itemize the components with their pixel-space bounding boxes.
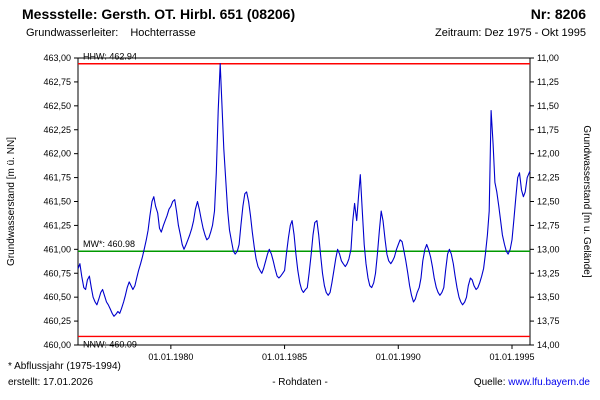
source: Quelle: www.lfu.bayern.de xyxy=(474,377,590,388)
y-tick-label-right: 13,50 xyxy=(537,292,560,302)
x-tick-label: 01.01.1980 xyxy=(148,352,193,362)
y-tick-label-left: 462,50 xyxy=(43,101,71,111)
y-tick-label-right: 11,50 xyxy=(537,101,559,111)
y-tick-label-left: 462,75 xyxy=(43,77,71,87)
reference-label-nnw: NNW: 460.09 xyxy=(83,339,137,349)
y-axis-title-left: Grundwasserstand [m ü. NN] xyxy=(6,137,17,266)
series-line xyxy=(77,63,531,317)
source-link[interactable]: www.lfu.bayern.de xyxy=(508,377,590,388)
y-tick-label-right: 12,25 xyxy=(537,173,560,183)
y-tick-label-left: 462,25 xyxy=(43,125,71,135)
y-tick-label-right: 11,00 xyxy=(537,53,559,63)
y-tick-label-right: 12,75 xyxy=(537,220,560,230)
y-tick-label-left: 460,50 xyxy=(43,292,71,302)
y-tick-label-right: 12,50 xyxy=(537,197,560,207)
hydrograph-chart: 463,00 11,00 462,75 11,25 462,50 11,50 462,25 1… xyxy=(6,52,592,362)
y-tick-label-right: 13,00 xyxy=(537,244,560,254)
rohdaten-label: - Rohdaten - xyxy=(272,377,328,388)
y-tick-label-left: 461,50 xyxy=(43,197,71,207)
page-title: Messstelle: Gersth. OT. Hirbl. 651 (0820… xyxy=(22,6,296,22)
y-axis-title-right: Grundwasserstand [m u. Gelände] xyxy=(581,125,592,278)
aquifer-info: Grundwasserleiter: Hochterrasse xyxy=(26,27,196,39)
y-tick-label-left: 462,00 xyxy=(43,149,71,159)
y-tick-label-right: 11,25 xyxy=(537,77,559,87)
y-tick-label-left: 461,75 xyxy=(43,173,71,183)
y-tick-label-left: 461,25 xyxy=(43,220,71,230)
x-tick-label: 01.01.1995 xyxy=(489,352,534,362)
y-tick-label-right: 11,75 xyxy=(537,125,559,135)
y-tick-label-right: 14,00 xyxy=(537,340,560,350)
reference-label-mw: MW*: 460.98 xyxy=(83,239,135,249)
station-number: Nr: 8206 xyxy=(530,6,586,22)
y-tick-label-left: 460,75 xyxy=(43,268,71,278)
x-tick-label: 01.01.1990 xyxy=(376,352,421,362)
period-label: Zeitraum: Dez 1975 - Okt 1995 xyxy=(434,27,586,39)
header: Messstelle: Gersth. OT. Hirbl. 651 (0820… xyxy=(22,6,586,22)
y-tick-label-right: 13,25 xyxy=(537,268,560,278)
created-date: erstellt: 17.01.2026 xyxy=(8,377,94,388)
y-tick-label-left: 461,00 xyxy=(43,244,71,254)
source-label: Quelle: xyxy=(473,377,506,388)
y-tick-label-left: 460,00 xyxy=(43,340,71,350)
plot-border xyxy=(77,57,531,346)
subheader: Grundwasserleiter: Hochterrasse Zeitraum… xyxy=(26,27,586,39)
y-tick-label-right: 13,75 xyxy=(537,316,560,326)
y-tick-label-right: 12,00 xyxy=(537,149,560,159)
y-tick-label-left: 460,25 xyxy=(43,316,71,326)
y-tick-label-left: 463,00 xyxy=(43,53,71,63)
x-tick-label: 01.01.1985 xyxy=(262,352,307,362)
aquifer-label: Grundwasserleiter: xyxy=(26,27,119,39)
reference-label-hhw: HHW: 462.94 xyxy=(83,52,137,62)
aquifer-value: Hochterrasse xyxy=(130,27,196,39)
footnote-abflussjahr: * Abflussjahr (1975-1994) xyxy=(8,361,121,372)
